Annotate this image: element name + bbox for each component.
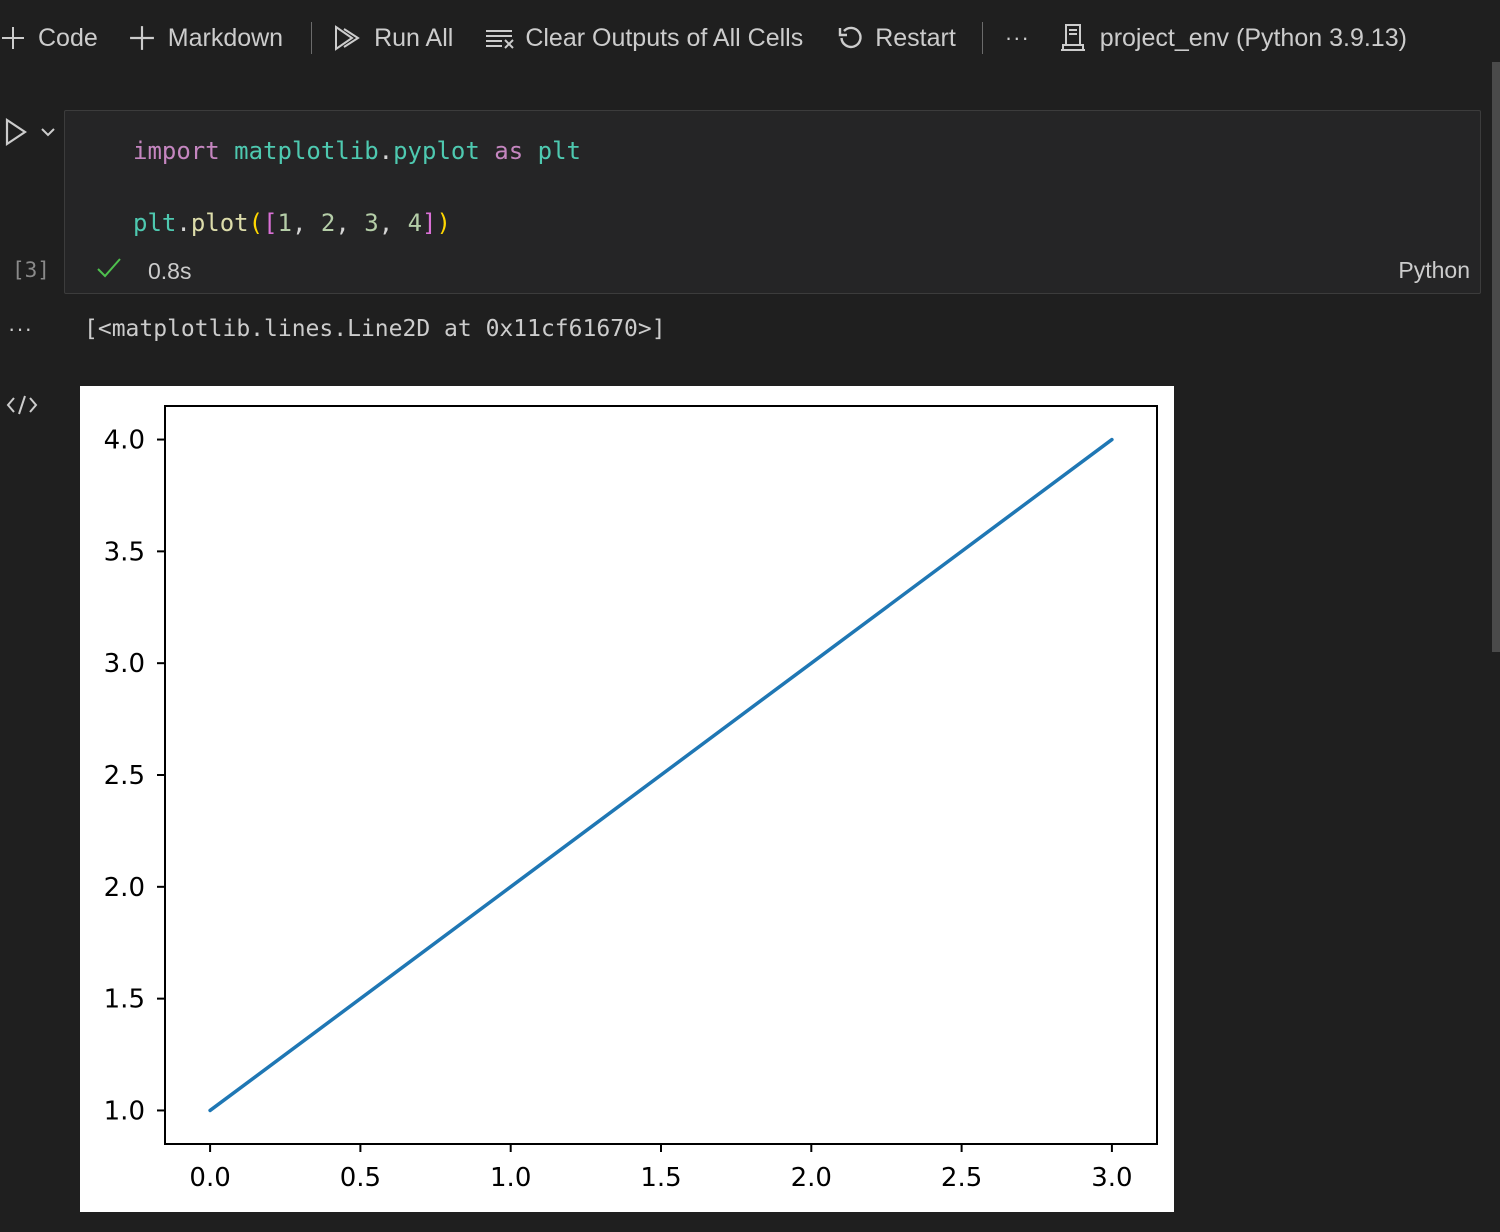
code-token: plot [190,209,249,237]
add-code-cell-button[interactable]: Code [0,13,98,63]
code-token: . [176,209,191,237]
code-token: 3 [364,209,379,237]
add-markdown-label: Markdown [167,23,284,52]
x-tick-label: 1.5 [640,1163,681,1193]
series-line [208,437,1114,1113]
code-token: 4 [407,209,423,237]
plus-icon [128,25,156,51]
code-token: ( [248,209,264,237]
plot-output: 0.0 0.5 1.0 1.5 2.0 2.5 3.0 1.0 1.5 2.0 2.5 3.0 3.5 4… [80,386,1174,1212]
code-token: , [335,209,365,237]
kernel-label: project_env (Python 3.9.13) [1099,23,1407,52]
restart-icon [837,25,865,51]
x-tick-label: 0.0 [189,1163,230,1193]
run-all-label: Run All [374,23,454,52]
y-tick-label: 1.5 [104,985,145,1015]
code-token: 2 [320,209,336,237]
code-token: . [378,137,394,165]
kernel-server-icon [1058,23,1088,53]
code-cell-editor[interactable]: import matplotlib.pyplot as plt plt.plot… [64,110,1481,294]
clear-outputs-button[interactable]: Clear Outputs of All Cells [485,13,803,63]
output-mimetype-icon[interactable] [6,394,38,421]
y-tick-label: 4.0 [104,426,145,456]
x-tick-label: 1.0 [490,1163,531,1193]
notebook-toolbar: Code Markdown Run All Clear Outputs of A… [0,0,1500,76]
y-tick-label: 3.0 [104,649,145,679]
code-token: 1 [277,209,292,237]
more-icon: ··· [1004,25,1030,50]
code-token: as [494,137,524,165]
code-token: ) [436,209,451,237]
y-tick-label: 2.0 [104,873,145,903]
code-token: [ [263,209,278,237]
run-cell-button[interactable] [4,117,62,152]
y-tick-label: 3.5 [104,537,145,567]
cell-language-button[interactable]: Python [1398,257,1470,283]
add-markdown-cell-button[interactable]: Markdown [128,13,283,63]
code-token: , [378,209,408,237]
more-actions-button[interactable]: ··· [1005,13,1030,63]
y-tick-label: 2.5 [104,761,145,791]
code-token: , [291,209,321,237]
execution-duration: 0.8s [148,258,192,284]
code-token: pyplot [393,137,480,165]
y-tick-label: 1.0 [104,1096,145,1126]
add-code-label: Code [38,23,98,52]
success-check-icon [96,256,122,285]
code-token: ] [422,209,437,237]
toolbar-separator [311,22,313,54]
line-chart: 0.0 0.5 1.0 1.5 2.0 2.5 3.0 1.0 1.5 2.0 2.5 3.0 3.5 4… [104,405,1158,1193]
restart-label: Restart [875,23,956,52]
x-tick-label: 2.5 [941,1163,982,1193]
code-token: matplotlib [234,137,379,165]
run-all-button[interactable]: Run All [334,13,453,63]
run-all-icon [334,25,362,51]
clear-all-icon [485,26,515,50]
code-token: plt [537,137,581,165]
chevron-down-icon[interactable] [40,125,56,143]
execution-count: [3] [12,258,50,282]
plus-icon [0,26,26,50]
x-tick-label: 0.5 [340,1163,381,1193]
toolbar-separator [981,22,983,54]
kernel-picker-button[interactable]: project_env (Python 3.9.13) [1058,13,1407,63]
output-text: [<matplotlib.lines.Line2D at 0x11cf61670… [84,316,666,342]
x-tick-label: 3.0 [1091,1163,1132,1193]
scrollbar[interactable] [1492,62,1500,652]
restart-button[interactable]: Restart [837,13,956,63]
code-token: import [133,137,220,165]
code-line: import matplotlib.pyplot as plt [133,137,581,165]
play-icon [4,117,28,152]
code-token: plt [133,209,177,237]
x-tick-label: 2.0 [791,1163,832,1193]
clear-outputs-label: Clear Outputs of All Cells [525,23,804,52]
code-line: plt.plot([1, 2, 3, 4]) [133,209,451,237]
output-more-button[interactable]: ··· [8,316,33,341]
